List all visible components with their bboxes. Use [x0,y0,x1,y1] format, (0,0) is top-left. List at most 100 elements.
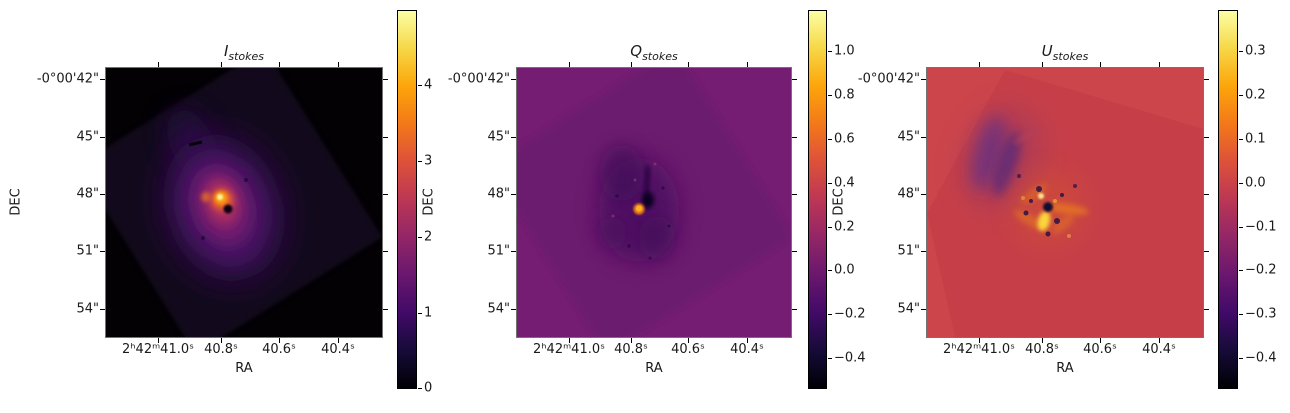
y-axis-label: DEC [831,188,847,216]
x-tick-label: 40.6ˢ [262,342,296,357]
dark-speckles [1017,174,1077,237]
y-tick-label: 54" [487,301,510,317]
y-tick-mark [100,251,105,252]
colorbar-tick-mark [418,161,422,162]
title-main: I [223,42,229,60]
panel-title-u: Ustokes [1042,42,1089,63]
colorbar-tick-label: 1 [424,305,433,321]
y-tick-label: 45" [487,129,510,145]
x-tick-label: 40.4ˢ [730,342,764,357]
x-tick-mark-top [747,62,748,67]
speckles [611,162,671,260]
colorbar-tick-mark [1239,139,1243,140]
colorbar-tick-mark [828,139,832,140]
bright-speckles [1021,196,1071,238]
y-tick-label: -0°00'42" [857,71,920,87]
y-tick-mark-right [1204,309,1209,310]
colorbar-tick-label: 0.4 [834,175,855,191]
colorbar-tick-label: 2 [424,229,433,245]
colorbar-tick-mark [418,85,422,86]
colorbar-tick-mark [1239,270,1243,271]
colorbar-tick-mark [1239,95,1243,96]
colorbar-tick-label: −0.3 [1245,306,1277,322]
x-tick-mark [279,338,280,343]
colorbar-tick-label: −0.2 [1245,262,1277,278]
colorbar-tick-label: 0.2 [834,219,855,235]
colorbar-tick-label: 4 [424,77,433,93]
galaxy-core [201,189,233,214]
colorbar-q [808,10,827,389]
y-tick-mark-right [383,137,388,138]
y-tick-mark-right [1204,137,1209,138]
x-tick-mark [1100,338,1101,343]
x-tick-label: 2ʰ42ᵐ41.0ˢ [122,342,194,357]
y-tick-mark [921,251,926,252]
y-tick-label: 48" [487,186,510,202]
colorbar-tick-label: 0.1 [1245,131,1266,147]
title-main: U [1041,42,1053,60]
y-tick-mark [511,251,516,252]
colorbar-tick-label: 0 [424,380,433,396]
colorbar-tick-mark [828,183,832,184]
y-tick-label: 45" [897,129,920,145]
colorbar-tick-mark [828,270,832,271]
y-tick-label: 48" [897,186,920,202]
title-main: Q [630,42,643,60]
x-tick-label: 40.4ˢ [321,342,355,357]
colorbar-tick-mark [828,227,832,228]
y-tick-label: 48" [76,186,99,202]
colorbar-tick-label: 0.8 [834,87,855,103]
x-tick-mark [631,338,632,343]
x-tick-label: 40.8ˢ [614,342,648,357]
x-tick-mark-top [1159,62,1160,67]
y-tick-mark [100,137,105,138]
x-tick-mark [1042,338,1043,343]
y-tick-mark [921,309,926,310]
colorbar-tick-mark [828,358,832,359]
y-tick-label: 54" [76,301,99,317]
central-point-source [633,203,645,215]
colorbar-tick-mark [1239,51,1243,52]
colorbar-tick-mark [1239,227,1243,228]
stokes-u-rendering [927,68,1203,337]
y-tick-mark-right [383,309,388,310]
colorbar-tick-mark [1239,358,1243,359]
y-tick-label: 51" [76,243,99,259]
y-tick-label: -0°00'42" [447,71,510,87]
colorbar-tick-label: 0.0 [834,262,855,278]
panel-title-q: Qstokes [630,42,677,63]
title-sub: stokes [1052,50,1089,63]
x-tick-mark [747,338,748,343]
x-tick-mark [158,338,159,343]
x-tick-mark [1159,338,1160,343]
x-tick-mark-top [1100,62,1101,67]
colorbar-tick-label: 0.2 [1245,87,1266,103]
colorbar-tick-label: 0.0 [1245,175,1266,191]
y-tick-label: 45" [76,129,99,145]
colorbar-tick-label: 0.6 [834,131,855,147]
y-tick-mark-right [792,309,797,310]
y-tick-mark-right [1204,79,1209,80]
x-tick-mark-top [1042,62,1043,67]
colorbar-tick-mark [418,313,422,314]
colorbar-tick-label: −0.4 [1245,350,1277,366]
x-tick-label: 2ʰ42ᵐ41.0ˢ [533,342,605,357]
x-axis-label: RA [1056,361,1074,376]
colorbar-tick-mark [1239,183,1243,184]
y-tick-mark [921,137,926,138]
stokes-q-image [516,67,792,338]
y-tick-mark-right [383,251,388,252]
x-tick-label: 40.8ˢ [1025,342,1059,357]
y-tick-mark-right [792,194,797,195]
x-tick-label: 2ʰ42ᵐ41.0ˢ [943,342,1015,357]
y-tick-mark [921,79,926,80]
y-tick-mark-right [792,79,797,80]
colorbar-tick-label: 0.3 [1245,43,1266,59]
y-tick-label: 51" [897,243,920,259]
colorbar-tick-mark [418,237,422,238]
x-tick-mark-top [569,62,570,67]
colorbar-tick-label: −0.4 [834,350,866,366]
colorbar-tick-mark [828,314,832,315]
x-tick-mark-top [979,62,980,67]
